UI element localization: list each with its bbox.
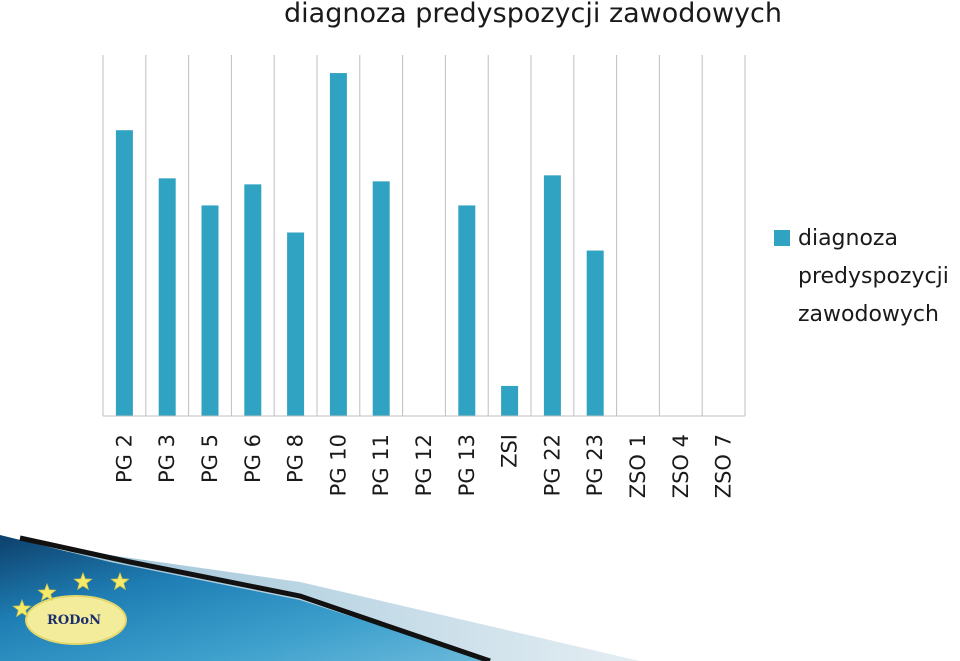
x-tick-label: PG 2 <box>112 434 136 483</box>
bars-group <box>115 73 604 417</box>
logo-stars <box>12 571 130 618</box>
bar-pg-13 <box>458 205 476 416</box>
legend-label-line-3: zawodowych <box>798 302 939 327</box>
x-tick-label: PG 8 <box>284 434 308 483</box>
star-icon <box>73 571 93 591</box>
x-tick-label: PG 10 <box>326 434 350 496</box>
x-tick-label: ZSI <box>498 434 522 468</box>
bar-zsi <box>501 385 519 416</box>
plot-area: PG 2 PG 3 PG 5 PG 6 PG 8 PG 10 PG 11 PG 12 PG 13… <box>102 55 746 498</box>
bar-pg-11 <box>372 181 390 416</box>
x-tick-label: PG 22 <box>540 434 564 496</box>
legend-swatch <box>774 230 790 246</box>
banner-dark-stripe <box>19 535 491 661</box>
legend: diagnoza predyspozycji zawodowych <box>774 226 956 327</box>
x-tick-label: ZSO 1 <box>626 434 650 498</box>
star-icon <box>12 598 32 618</box>
bar-pg-5 <box>201 205 219 416</box>
bar-pg-8 <box>287 232 305 416</box>
star-icon <box>37 582 57 602</box>
bar-pg-3 <box>158 178 176 416</box>
bar-pg-10 <box>329 73 347 417</box>
legend-label-line-1: diagnoza <box>798 226 898 251</box>
x-tick-label: PG 13 <box>455 434 479 496</box>
bar-pg-6 <box>244 184 262 416</box>
category-labels: PG 2 PG 3 PG 5 PG 6 PG 8 PG 10 PG 11 PG 12 PG 13… <box>112 434 735 498</box>
legend-label-line-2: predyspozycji <box>798 264 949 289</box>
gridlines <box>102 55 746 416</box>
logo-ellipse <box>25 595 127 645</box>
chart-title: diagnoza predyspozycji zawodowych <box>284 0 782 29</box>
x-tick-label: PG 12 <box>412 434 436 496</box>
star-icon <box>110 571 130 591</box>
legend-label: diagnoza predyspozycji zawodowych <box>798 226 956 327</box>
x-tick-label: PG 5 <box>198 434 222 483</box>
rodon-logo: RODoN <box>12 571 130 645</box>
x-tick-label: ZSO 7 <box>712 434 736 498</box>
x-tick-label: PG 6 <box>241 434 265 483</box>
x-tick-label: PG 3 <box>155 434 179 483</box>
x-tick-label: PG 23 <box>583 434 607 496</box>
bar-pg-2 <box>115 130 133 417</box>
logo-text: RODoN <box>47 613 101 628</box>
bar-pg-22 <box>543 175 561 416</box>
x-tick-label: ZSO 4 <box>669 434 693 498</box>
bar-pg-23 <box>586 250 604 416</box>
x-tick-label: PG 11 <box>369 434 393 496</box>
